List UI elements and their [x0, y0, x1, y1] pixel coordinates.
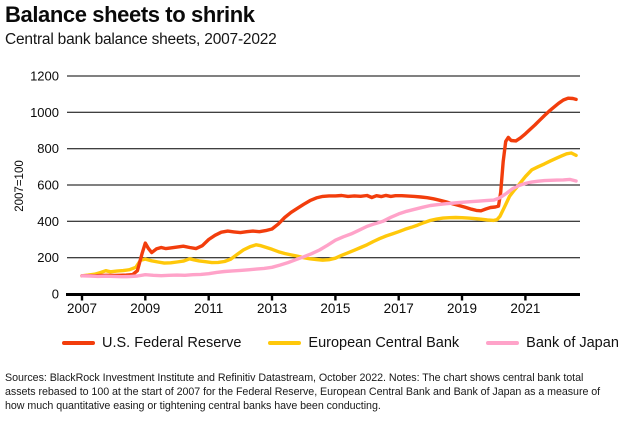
svg-text:600: 600 [37, 178, 59, 193]
svg-text:1200: 1200 [30, 69, 59, 84]
svg-text:2007: 2007 [67, 301, 97, 316]
svg-text:2015: 2015 [320, 301, 350, 316]
source-notes: Sources: BlackRock Investment Institute … [5, 372, 601, 412]
chart-subtitle: Central bank balance sheets, 2007-2022 [5, 31, 277, 48]
svg-text:400: 400 [37, 214, 59, 229]
legend: U.S. Federal Reserve European Central Ba… [62, 335, 618, 351]
svg-text:1000: 1000 [30, 105, 59, 120]
svg-text:800: 800 [37, 141, 59, 156]
ecb-line-swatch-icon [268, 340, 302, 346]
svg-text:0: 0 [52, 287, 59, 302]
svg-text:2021: 2021 [510, 301, 540, 316]
legend-item-boj: Bank of Japan [486, 335, 618, 351]
legend-label-boj: Bank of Japan [526, 335, 618, 351]
svg-text:2017: 2017 [384, 301, 414, 316]
svg-text:2011: 2011 [194, 301, 223, 316]
boj-line-swatch-icon [486, 340, 520, 346]
chart-title: Balance sheets to shrink [5, 2, 255, 27]
svg-text:2013: 2013 [257, 301, 287, 316]
svg-text:200: 200 [37, 250, 59, 265]
legend-label-fed: U.S. Federal Reserve [102, 335, 242, 351]
legend-label-ecb: European Central Bank [308, 335, 460, 351]
legend-item-ecb: European Central Bank [268, 335, 459, 351]
svg-text:2009: 2009 [130, 301, 160, 316]
legend-item-fed: U.S. Federal Reserve [62, 335, 241, 351]
fed-line-swatch-icon [62, 340, 95, 346]
svg-text:2007=100: 2007=100 [14, 160, 26, 212]
svg-text:2019: 2019 [447, 301, 477, 316]
